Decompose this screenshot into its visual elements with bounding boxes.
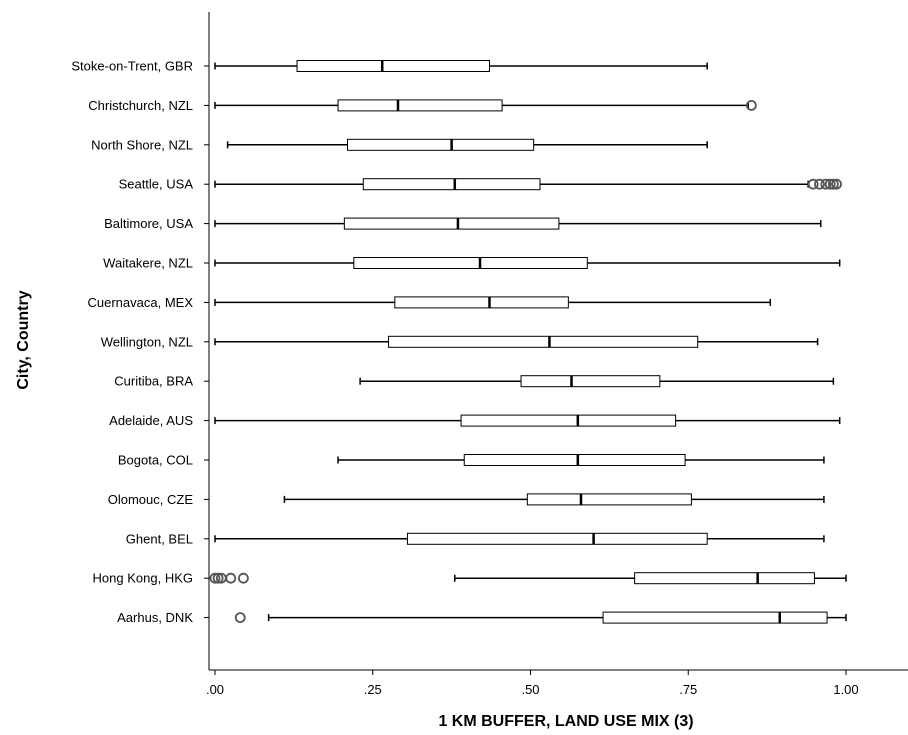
category-label: Bogota, COL	[118, 453, 193, 468]
category-label: Waitakere, NZL	[103, 256, 193, 271]
iqr-box	[463, 454, 686, 466]
category-label: Cuernavaca, MEX	[88, 295, 194, 310]
iqr-box	[460, 414, 677, 427]
category-label: Christchurch, NZL	[88, 98, 193, 113]
box-row	[214, 335, 819, 348]
box-row	[214, 257, 841, 269]
box-row	[214, 414, 841, 427]
iqr-box	[388, 335, 699, 348]
category-label: Stoke-on-Trent, GBR	[71, 59, 193, 74]
category-label: Hong Kong, HKG	[93, 571, 193, 586]
x-tick-label: .00	[206, 682, 224, 697]
box-row	[214, 99, 757, 112]
x-tick-label: 1.00	[833, 682, 858, 697]
category-label: Wellington, NZL	[101, 334, 193, 349]
iqr-box	[353, 257, 588, 269]
y-axis-title: City, Country	[15, 290, 32, 389]
iqr-box	[347, 138, 535, 151]
outlier-point	[824, 178, 836, 190]
box-row	[283, 493, 825, 506]
outlier-point	[237, 572, 249, 584]
x-tick-label: .25	[364, 682, 382, 697]
category-label: Seattle, USA	[119, 177, 194, 192]
axes: .00 .25 .50 .75 1.00 Stoke-on-Trent, GBR Chris…	[71, 12, 908, 697]
iqr-box	[634, 572, 815, 585]
outlier-point	[827, 178, 839, 190]
outlier-point	[225, 572, 237, 584]
box-row	[214, 217, 822, 230]
x-tick-label: .75	[679, 682, 697, 697]
outlier-point	[234, 612, 246, 623]
category-label: Adelaide, AUS	[109, 413, 193, 428]
box-row	[214, 178, 842, 191]
box-row	[359, 375, 835, 388]
x-axis-title: 1 KM BUFFER, LAND USE MIX (3)	[438, 713, 693, 730]
category-label: Baltimore, USA	[104, 216, 193, 231]
plot-area	[209, 60, 847, 624]
x-tick-label: .50	[521, 682, 539, 697]
outlier-point	[745, 100, 757, 111]
outlier-point	[807, 178, 819, 190]
box-row	[234, 611, 847, 624]
iqr-box	[602, 611, 828, 624]
outlier-point	[814, 178, 825, 190]
outlier-point	[209, 572, 221, 584]
outlier-point	[820, 178, 832, 190]
category-label: Ghent, BEL	[126, 531, 193, 546]
outlier-point	[831, 178, 842, 190]
outlier-point	[212, 572, 224, 584]
box-row	[214, 296, 772, 309]
iqr-box	[394, 296, 569, 309]
iqr-box	[520, 375, 661, 388]
iqr-box	[337, 99, 503, 112]
iqr-box	[296, 60, 490, 72]
iqr-box	[343, 217, 560, 230]
category-label: North Shore, NZL	[91, 137, 193, 152]
iqr-box	[406, 532, 708, 545]
box-row	[214, 60, 708, 72]
category-label: Olomouc, CZE	[108, 492, 194, 507]
iqr-box	[362, 178, 541, 191]
box-row	[337, 454, 825, 466]
box-row	[214, 532, 825, 545]
category-label: Aarhus, DNK	[117, 610, 193, 625]
box-row	[226, 138, 708, 151]
category-label: Curitiba, BRA	[114, 374, 193, 389]
iqr-box	[526, 493, 692, 506]
box-row	[209, 572, 847, 585]
